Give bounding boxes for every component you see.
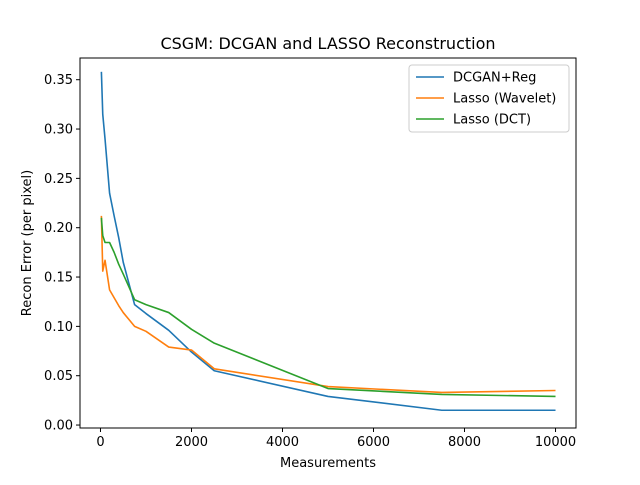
series-line-lasso-dct (100, 217, 556, 398)
y-tick-label: 0.25 (44, 172, 73, 187)
x-tick-label: 0 (96, 435, 104, 450)
x-axis-label: Measurements (280, 456, 376, 471)
legend-label-dcgan-reg: DCGAN+Reg (453, 71, 536, 86)
series-line-lasso-wavelet (100, 215, 556, 394)
y-tick-label: 0.30 (44, 123, 73, 138)
y-tick-label: 0.10 (44, 320, 73, 335)
x-tick-label: 8000 (448, 435, 481, 450)
x-tick-label: 6000 (357, 435, 390, 450)
legend: DCGAN+Reg Lasso (Wavelet) Lasso (DCT) (408, 64, 570, 133)
y-tick-label: 0.00 (44, 419, 73, 434)
legend-label-lasso-wavelet: Lasso (Wavelet) (453, 92, 556, 107)
legend-box (408, 64, 570, 133)
y-tick-label: 0.20 (44, 221, 73, 236)
plot-lines (100, 71, 556, 412)
legend-label-lasso-dct: Lasso (DCT) (453, 113, 531, 128)
x-tick-label: 2000 (175, 435, 208, 450)
x-tick-label: 10000 (535, 435, 576, 450)
x-tick-label: 4000 (266, 435, 299, 450)
y-axis-ticks: 0.00 0.05 0.10 0.15 0.20 0.25 0.30 0.35 (44, 73, 80, 434)
y-tick-label: 0.15 (44, 271, 73, 286)
plot-area-frame (79, 57, 577, 429)
y-axis-label: Recon Error (per pixel) (20, 170, 35, 316)
x-axis-ticks: 0 2000 4000 6000 8000 10000 (96, 428, 576, 450)
series-line-dcgan-reg (100, 71, 556, 412)
y-tick-label: 0.35 (44, 73, 73, 88)
y-tick-label: 0.05 (44, 369, 73, 384)
chart-title: CSGM: DCGAN and LASSO Reconstruction (160, 34, 495, 53)
